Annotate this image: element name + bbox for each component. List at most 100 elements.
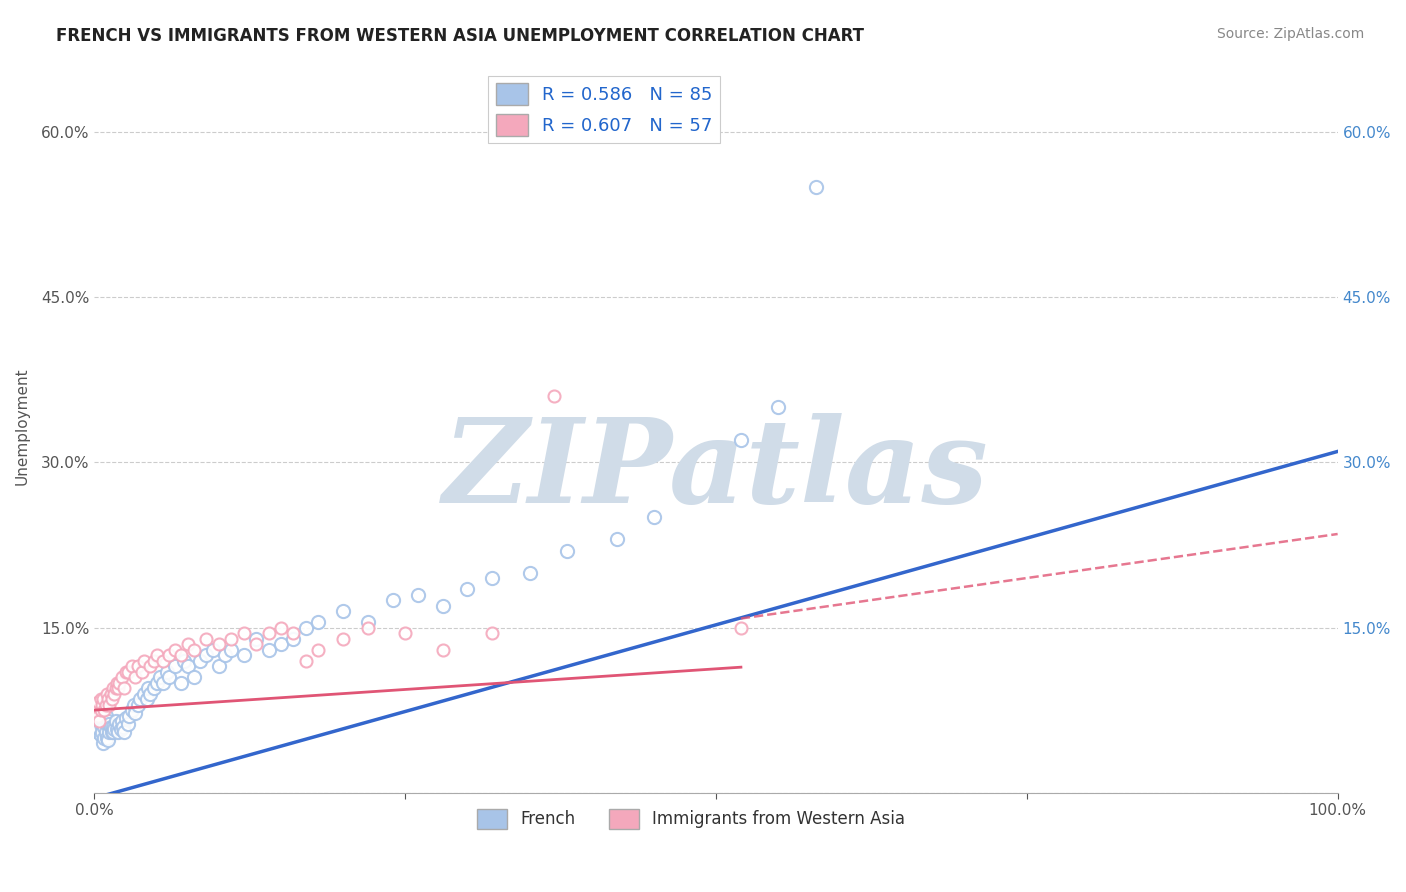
Point — [606, 533, 628, 547]
Point — [145, 675, 167, 690]
Point — [177, 637, 200, 651]
Point — [101, 725, 124, 739]
Point — [105, 675, 128, 690]
Point — [101, 692, 124, 706]
Point — [295, 654, 318, 668]
Point — [103, 687, 125, 701]
Point — [96, 717, 118, 731]
Point — [86, 720, 108, 734]
Point — [94, 708, 117, 723]
Point — [93, 731, 115, 745]
Point — [118, 708, 141, 723]
Point — [117, 717, 139, 731]
Point — [136, 681, 159, 695]
Point — [201, 642, 224, 657]
Point — [107, 681, 129, 695]
Point — [152, 675, 174, 690]
Point — [117, 665, 139, 679]
Point — [111, 714, 134, 728]
Point — [481, 571, 503, 585]
Point — [149, 670, 172, 684]
Point — [112, 725, 135, 739]
Point — [108, 675, 131, 690]
Point — [283, 626, 305, 640]
Point — [124, 670, 146, 684]
Point — [232, 626, 254, 640]
Point — [139, 659, 162, 673]
Point — [96, 731, 118, 745]
Point — [93, 720, 115, 734]
Point — [90, 711, 112, 725]
Point — [406, 588, 429, 602]
Point — [257, 642, 280, 657]
Point — [208, 637, 231, 651]
Point — [270, 621, 292, 635]
Point — [100, 687, 122, 701]
Point — [456, 582, 478, 596]
Point — [157, 648, 180, 662]
Point — [183, 642, 205, 657]
Point — [90, 703, 112, 717]
Point — [394, 626, 416, 640]
Point — [170, 675, 193, 690]
Point — [283, 632, 305, 646]
Point — [90, 725, 112, 739]
Point — [114, 665, 136, 679]
Point — [152, 654, 174, 668]
Point — [135, 692, 157, 706]
Point — [804, 180, 827, 194]
Point — [555, 543, 578, 558]
Point — [96, 687, 118, 701]
Point — [90, 720, 112, 734]
Point — [307, 642, 329, 657]
Point — [121, 659, 143, 673]
Point — [121, 703, 143, 717]
Point — [97, 692, 120, 706]
Point — [432, 599, 454, 613]
Point — [89, 708, 111, 723]
Point — [143, 654, 166, 668]
Point — [232, 648, 254, 662]
Point — [177, 659, 200, 673]
Point — [245, 632, 267, 646]
Point — [90, 698, 112, 712]
Y-axis label: Unemployment: Unemployment — [15, 368, 30, 485]
Point — [219, 642, 242, 657]
Point — [100, 720, 122, 734]
Point — [105, 722, 128, 736]
Point — [270, 637, 292, 651]
Point — [134, 687, 156, 701]
Point — [332, 604, 354, 618]
Point — [90, 728, 112, 742]
Point — [91, 692, 114, 706]
Point — [183, 670, 205, 684]
Point — [766, 401, 789, 415]
Point — [519, 566, 541, 580]
Point — [89, 714, 111, 728]
Point — [170, 648, 193, 662]
Point — [173, 654, 195, 668]
Point — [122, 698, 145, 712]
Text: Source: ZipAtlas.com: Source: ZipAtlas.com — [1216, 27, 1364, 41]
Point — [97, 714, 120, 728]
Point — [129, 692, 152, 706]
Point — [295, 621, 318, 635]
Point — [101, 720, 124, 734]
Point — [543, 389, 565, 403]
Point — [86, 703, 108, 717]
Point — [87, 725, 110, 739]
Point — [188, 654, 211, 668]
Point — [357, 621, 380, 635]
Point — [307, 615, 329, 629]
Point — [91, 736, 114, 750]
Point — [145, 648, 167, 662]
Point — [108, 717, 131, 731]
Point — [111, 670, 134, 684]
Point — [87, 714, 110, 728]
Legend: French, Immigrants from Western Asia: French, Immigrants from Western Asia — [471, 802, 912, 836]
Point — [104, 714, 127, 728]
Point — [101, 681, 124, 695]
Point — [643, 510, 665, 524]
Point — [157, 670, 180, 684]
Point — [110, 722, 132, 736]
